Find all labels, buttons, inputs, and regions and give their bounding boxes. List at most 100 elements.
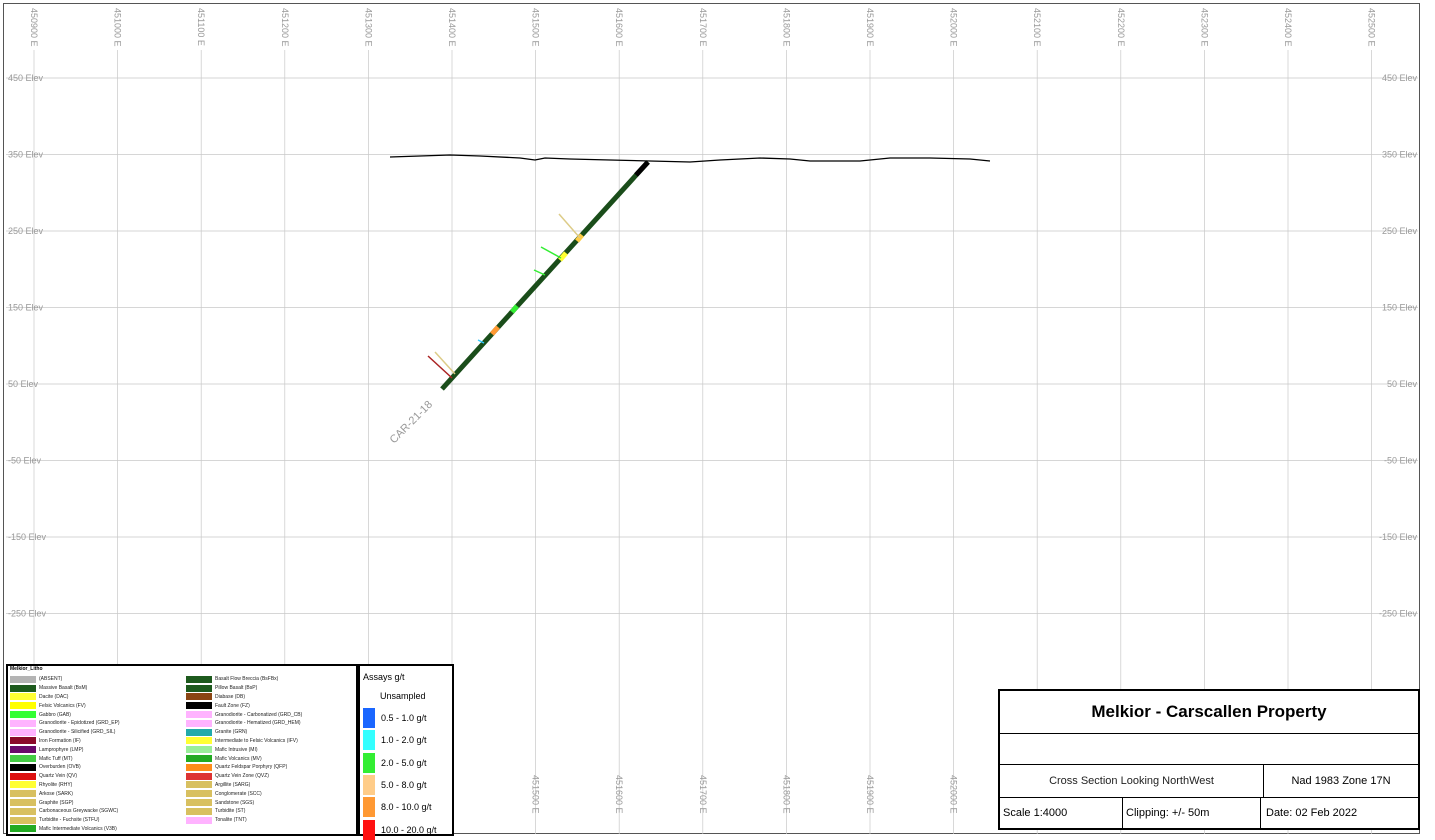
legend-item: Graphite (SGP) xyxy=(10,798,120,807)
assay-range-label: 10.0 - 20.0 g/t xyxy=(381,824,437,835)
assay-range-label: 8.0 - 10.0 g/t xyxy=(381,802,432,813)
legend-item: Mafic Tuff (MT) xyxy=(10,754,120,763)
elevation-label-right: 150 Elev xyxy=(1382,303,1418,313)
legend-label: Granodiorite - Epidotized (GRD_EP) xyxy=(39,720,120,727)
legend-swatch xyxy=(10,728,36,736)
easting-label-bottom: 451500 E xyxy=(531,775,541,814)
legend-item: Mafic Intrusive (MI) xyxy=(186,745,302,754)
legend-label: Mafic Intrusive (MI) xyxy=(215,746,258,753)
legend-label: Overburden (OVB) xyxy=(39,764,81,771)
legend-swatch xyxy=(186,684,212,692)
legend-item: Quartz Vein (QV) xyxy=(10,772,120,781)
drill-hole-label: CAR-21-18 xyxy=(388,399,435,446)
legend-swatch xyxy=(186,807,212,815)
legend-swatch xyxy=(186,711,212,719)
elevation-label-right: -150 Elev xyxy=(1379,532,1418,542)
legend-label: Fault Zone (FZ) xyxy=(215,702,250,709)
legend-swatch xyxy=(186,737,212,745)
assay-range-item: 8.0 - 10.0 g/t xyxy=(363,797,432,818)
elevation-label-left: 250 Elev xyxy=(8,226,44,236)
date-label: Date: 02 Feb 2022 xyxy=(1266,806,1358,819)
map-frame xyxy=(3,3,1420,834)
legend-swatch xyxy=(186,755,212,763)
scale-label: Scale 1:4000 xyxy=(1003,797,1123,828)
elevation-label-left: -250 Elev xyxy=(8,609,47,619)
easting-label-bottom: 451700 E xyxy=(698,775,708,814)
legend-swatch xyxy=(10,737,36,745)
easting-label: 452400 E xyxy=(1283,8,1293,47)
legend-swatch xyxy=(186,799,212,807)
title-block: Melkior - Carscallen Property Cross Sect… xyxy=(998,689,1420,830)
legend-label: Quartz Feldspar Porphyry (QFP) xyxy=(215,764,288,771)
legend-item: Granite (GRN) xyxy=(186,728,302,737)
legend-item: Argillite (SARG) xyxy=(186,781,302,790)
elevation-label-right: -50 Elev xyxy=(1384,456,1418,466)
assay-swatch xyxy=(363,774,375,795)
legend-swatch xyxy=(186,693,212,701)
legend-swatch xyxy=(186,790,212,798)
legend-item: Granodiorite - Silicified (GRD_SIL) xyxy=(10,728,120,737)
easting-label: 451900 E xyxy=(865,8,875,47)
legend-item: Massive Basalt (BsM) xyxy=(10,684,120,693)
legend-swatch xyxy=(10,790,36,798)
legend-item: Fault Zone (FZ) xyxy=(186,701,302,710)
legend-swatch xyxy=(10,693,36,701)
easting-label: 452100 E xyxy=(1032,8,1042,47)
elevation-label-right: 50 Elev xyxy=(1387,379,1418,389)
elevation-label-right: 450 Elev xyxy=(1382,73,1418,83)
assay-range-item: 1.0 - 2.0 g/t xyxy=(363,730,427,751)
legend-column-2: Basalt Flow Breccia (BsFBx) Pillow Basalt… xyxy=(186,675,302,825)
legend-swatch xyxy=(10,816,36,824)
legend-swatch xyxy=(10,719,36,727)
legend-swatch xyxy=(10,746,36,754)
legend-label: Mafic Tuff (MT) xyxy=(39,755,73,762)
legend-swatch xyxy=(186,816,212,824)
legend-item: Gabbro (GAB) xyxy=(10,710,120,719)
legend-item: Granodiorite - Hematized (GRD_HEM) xyxy=(186,719,302,728)
easting-label: 451000 E xyxy=(113,8,123,47)
legend-label: Dacite (DAC) xyxy=(39,693,69,700)
easting-label: 451100 E xyxy=(196,8,206,46)
legend-swatch xyxy=(186,719,212,727)
legend-label: Arkose (SARK) xyxy=(39,790,73,797)
legend-item: Granodiorite - Epidotized (GRD_EP) xyxy=(10,719,120,728)
section-orientation: Cross Section Looking NorthWest xyxy=(1000,764,1264,797)
lithology-legend: Melkior_Litho (ABSENT) Massive Basalt (Bs… xyxy=(6,664,358,836)
legend-label: Turbidite (ST) xyxy=(215,808,246,815)
elevation-label-left: 50 Elev xyxy=(8,379,39,389)
assay-range-label: 2.0 - 5.0 g/t xyxy=(381,757,427,768)
legend-swatch xyxy=(186,763,212,771)
legend-label: Granodiorite - Carbonatized (GRD_CB) xyxy=(215,711,303,718)
legend-item: Conglomerate (SCC) xyxy=(186,789,302,798)
legend-swatch xyxy=(186,675,212,683)
legend-item: Intermediate to Felsic Volcanics (IFV) xyxy=(186,737,302,746)
easting-label: 451300 E xyxy=(363,8,373,47)
legend-label: Massive Basalt (BsM) xyxy=(39,685,88,692)
legend-swatch xyxy=(186,772,212,780)
legend-label: Intermediate to Felsic Volcanics (IFV) xyxy=(215,737,298,744)
assay-swatch xyxy=(363,819,375,840)
easting-label-bottom: 451600 E xyxy=(614,775,624,814)
legend-swatch xyxy=(10,781,36,789)
legend-label: Argillite (SARG) xyxy=(215,781,251,788)
easting-label: 451600 E xyxy=(614,8,624,47)
assay-legend-title: Assays g/t xyxy=(363,672,405,682)
easting-label: 451800 E xyxy=(781,8,791,47)
drill-hole-trace xyxy=(440,160,650,391)
elevation-label-right: 250 Elev xyxy=(1382,226,1418,236)
legend-label: Granodiorite - Silicified (GRD_SIL) xyxy=(39,729,116,736)
elevation-label-left: -50 Elev xyxy=(8,456,42,466)
easting-label: 450900 E xyxy=(29,8,39,47)
assay-swatch xyxy=(363,730,375,751)
legend-item: Felsic Volcanics (FV) xyxy=(10,701,120,710)
elevation-label-right: -250 Elev xyxy=(1379,609,1418,619)
easting-label: 451700 E xyxy=(698,8,708,47)
assay-range-label: 1.0 - 2.0 g/t xyxy=(381,735,427,746)
legend-label: Quartz Vein (QV) xyxy=(39,773,78,780)
legend-item: Arkose (SARK) xyxy=(10,789,120,798)
assay-range-item: 5.0 - 8.0 g/t xyxy=(363,774,427,795)
legend-item: Quartz Vein Zone (QVZ) xyxy=(186,772,302,781)
legend-label: Mafic Volcanics (MV) xyxy=(215,755,262,762)
datum-label: Nad 1983 Zone 17N xyxy=(1291,774,1391,787)
assay-bars xyxy=(427,213,581,379)
